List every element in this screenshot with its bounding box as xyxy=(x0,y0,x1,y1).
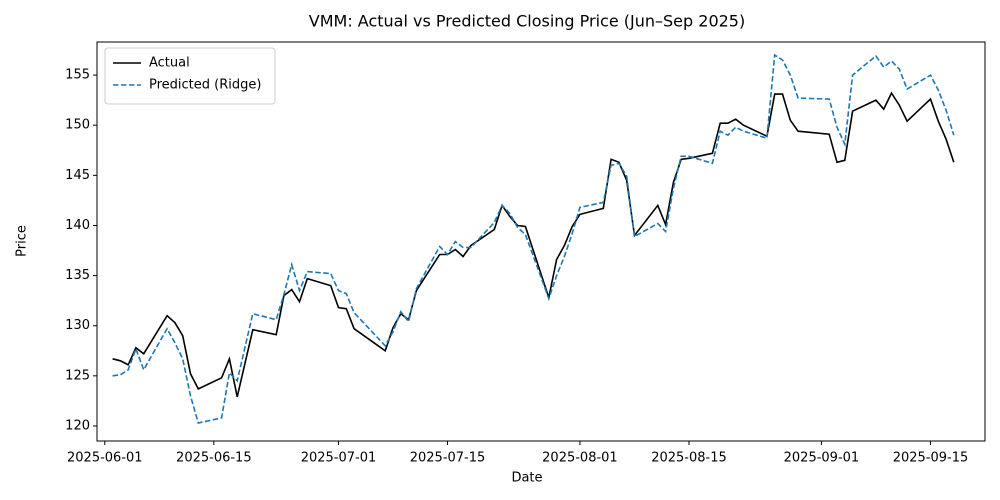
x-tick-label: 2025-06-01 xyxy=(67,451,143,466)
y-tick-label: 135 xyxy=(65,268,90,283)
x-tick-label: 2025-07-15 xyxy=(410,451,486,466)
x-tick-label: 2025-08-15 xyxy=(651,451,727,466)
y-tick-label: 155 xyxy=(65,68,90,83)
x-tick-label: 2025-06-15 xyxy=(176,451,252,466)
y-tick-label: 140 xyxy=(65,218,90,233)
x-axis-label: Date xyxy=(511,471,542,486)
x-tick-label: 2025-09-15 xyxy=(893,451,969,466)
y-tick-label: 125 xyxy=(65,368,90,383)
x-tick-label: 2025-08-01 xyxy=(542,451,618,466)
x-tick-label: 2025-09-01 xyxy=(784,451,860,466)
chart-title: VMM: Actual vs Predicted Closing Price (… xyxy=(309,12,745,31)
y-tick-label: 120 xyxy=(65,418,90,433)
x-tick-label: 2025-07-01 xyxy=(301,451,377,466)
legend-label: Predicted (Ridge) xyxy=(149,78,261,93)
y-tick-label: 130 xyxy=(65,318,90,333)
plot-frame xyxy=(96,41,986,442)
legend-label: Actual xyxy=(149,56,190,71)
y-tick-label: 145 xyxy=(65,168,90,183)
series-line xyxy=(112,53,955,424)
series-line xyxy=(112,91,955,398)
y-axis-label: Price xyxy=(15,225,30,257)
legend-box xyxy=(104,47,276,105)
y-tick-label: 150 xyxy=(65,118,90,133)
